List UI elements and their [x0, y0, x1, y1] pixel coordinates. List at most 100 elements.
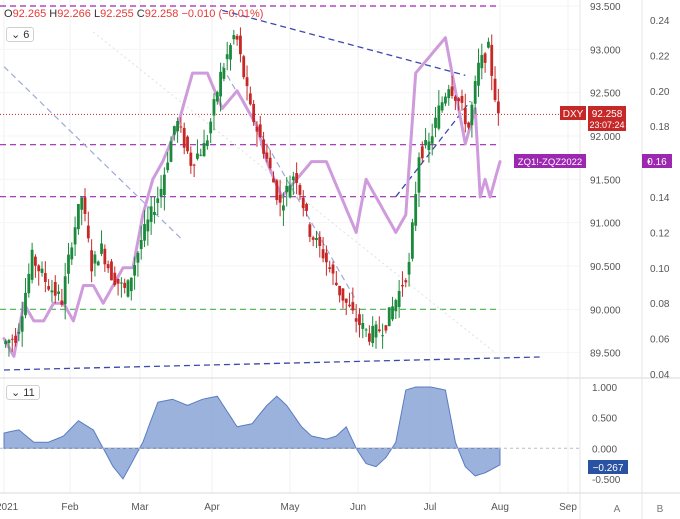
candle-body-82: [275, 180, 279, 201]
indicator-legend-correlation[interactable]: ⌄ 11: [6, 385, 40, 400]
candle-body-63: [212, 99, 216, 116]
candle-body-124: [414, 194, 418, 226]
candle-body-35: [119, 282, 123, 284]
candle-body-33: [113, 272, 117, 285]
candle-body-15: [53, 282, 57, 296]
spread-value-label: 0.16: [647, 157, 667, 168]
indicator-legend-main[interactable]: ⌄ 6: [6, 27, 35, 42]
faint-trendline: [92, 31, 496, 354]
candle-body-96: [321, 249, 325, 259]
candle-body-17: [60, 300, 64, 305]
correlation-scale[interactable]: 1.000 0.500 0.000 -0.500: [592, 383, 621, 486]
candle-body-9: [34, 256, 37, 266]
spread-line: [2, 36, 502, 358]
spread-tick-5: 0.14: [650, 193, 670, 204]
candle-body-41: [139, 240, 143, 250]
candle-body-121: [404, 280, 408, 283]
candle-body-74: [248, 93, 252, 105]
candle-body-13: [47, 286, 51, 290]
candle-body-66: [222, 68, 226, 79]
candle-body-132: [440, 102, 444, 111]
dxy-tag-label: DXY: [563, 109, 584, 120]
resistance-trendline: [222, 9, 466, 76]
candle-body-55: [186, 136, 189, 152]
candle-body-116: [387, 307, 391, 327]
candle-body-106: [354, 318, 358, 322]
candle-body-11: [40, 268, 44, 273]
candle-body-73: [245, 77, 249, 87]
candle-body-142: [473, 81, 477, 104]
candle-body-3: [14, 335, 17, 343]
candle-body-12: [43, 273, 47, 282]
low-value: 92.255: [100, 8, 134, 20]
candle-body-134: [447, 89, 451, 99]
candle-body-45: [153, 211, 156, 215]
candle-body-62: [209, 121, 213, 134]
candle-body-136: [453, 96, 457, 101]
candle-body-34: [116, 278, 120, 284]
candle-body-143: [477, 62, 480, 86]
candle-body-65: [219, 71, 222, 97]
candle-body-16: [57, 291, 60, 294]
spread-tick-3: 0.18: [650, 122, 670, 133]
candle-body-30: [103, 248, 107, 265]
spread-tick-10: 0.04: [650, 370, 670, 381]
candle-body-99: [331, 264, 335, 274]
candle-body-26: [90, 250, 94, 272]
candle-body-61: [205, 140, 209, 147]
candle-body-90: [301, 197, 305, 209]
candle-body-85: [285, 186, 289, 193]
dxy-countdown: 23:07:24: [589, 120, 624, 130]
candle-body-114: [381, 335, 385, 337]
price-scale[interactable]: 93.500 93.000 92.500 92.000 91.500 91.000 90.5…: [590, 2, 621, 360]
candle-body-92: [308, 224, 312, 237]
close-key: C: [136, 8, 145, 20]
candle-body-29: [100, 243, 103, 254]
candle-body-2: [10, 338, 14, 340]
price-tick-8: 89.500: [590, 349, 621, 360]
candle-body-145: [483, 53, 487, 63]
candle-body-54: [182, 127, 186, 148]
candle-body-104: [348, 304, 351, 307]
candle-body-60: [202, 143, 206, 157]
scale-mode-a[interactable]: A: [614, 504, 621, 515]
candle-body-113: [377, 329, 381, 332]
candle-body-6: [24, 292, 27, 316]
correlation-value-label: −0.267: [593, 463, 624, 474]
candle-body-140: [467, 122, 470, 128]
open-key: O: [4, 8, 13, 20]
price-tick-5: 91.000: [590, 219, 621, 230]
spread-scale[interactable]: 0.24 0.22 0.20 0.18 0.16 0.14 0.12 0.10 0.08 0.06…: [650, 16, 670, 381]
candle-body-23: [80, 197, 84, 210]
candle-body-88: [295, 173, 299, 183]
candle-body-53: [179, 126, 183, 128]
candle-body-86: [288, 185, 292, 198]
candle-body-144: [480, 55, 484, 69]
scale-mode-b[interactable]: B: [657, 504, 664, 515]
candle-body-147: [490, 44, 494, 76]
candle-body-131: [437, 105, 441, 129]
indicator-count: 11: [23, 387, 35, 399]
ohlc-readout: O92.265 H92.266 L92.255 C92.258 −0.010 (…: [4, 8, 263, 20]
time-axis[interactable]: 2021 Feb Mar Apr May Jun Jul Aug Sep: [0, 502, 577, 513]
candle-body-68: [229, 45, 232, 60]
candle-body-14: [50, 290, 54, 293]
time-tick-8: Sep: [559, 502, 577, 513]
candle-body-43: [146, 219, 150, 232]
spread-tag: ZQ1!-ZQZ2022 0.16 •: [514, 154, 672, 168]
candle-body-39: [133, 265, 137, 276]
candle-body-123: [410, 222, 414, 259]
price-tick-7: 90.000: [590, 305, 621, 316]
price-tick-6: 90.500: [590, 262, 621, 273]
candle-body-42: [143, 224, 146, 241]
candle-body-89: [298, 184, 302, 195]
correlation-tick-1: 0.500: [592, 414, 617, 425]
candle-body-50: [169, 141, 173, 162]
descending-trendline-1: [3, 66, 183, 241]
candle-body-148: [493, 78, 497, 101]
candle-body-130: [434, 117, 437, 128]
candle-body-69: [232, 35, 236, 40]
candle-body-51: [172, 126, 176, 135]
price-tick-2: 92.500: [590, 89, 621, 100]
